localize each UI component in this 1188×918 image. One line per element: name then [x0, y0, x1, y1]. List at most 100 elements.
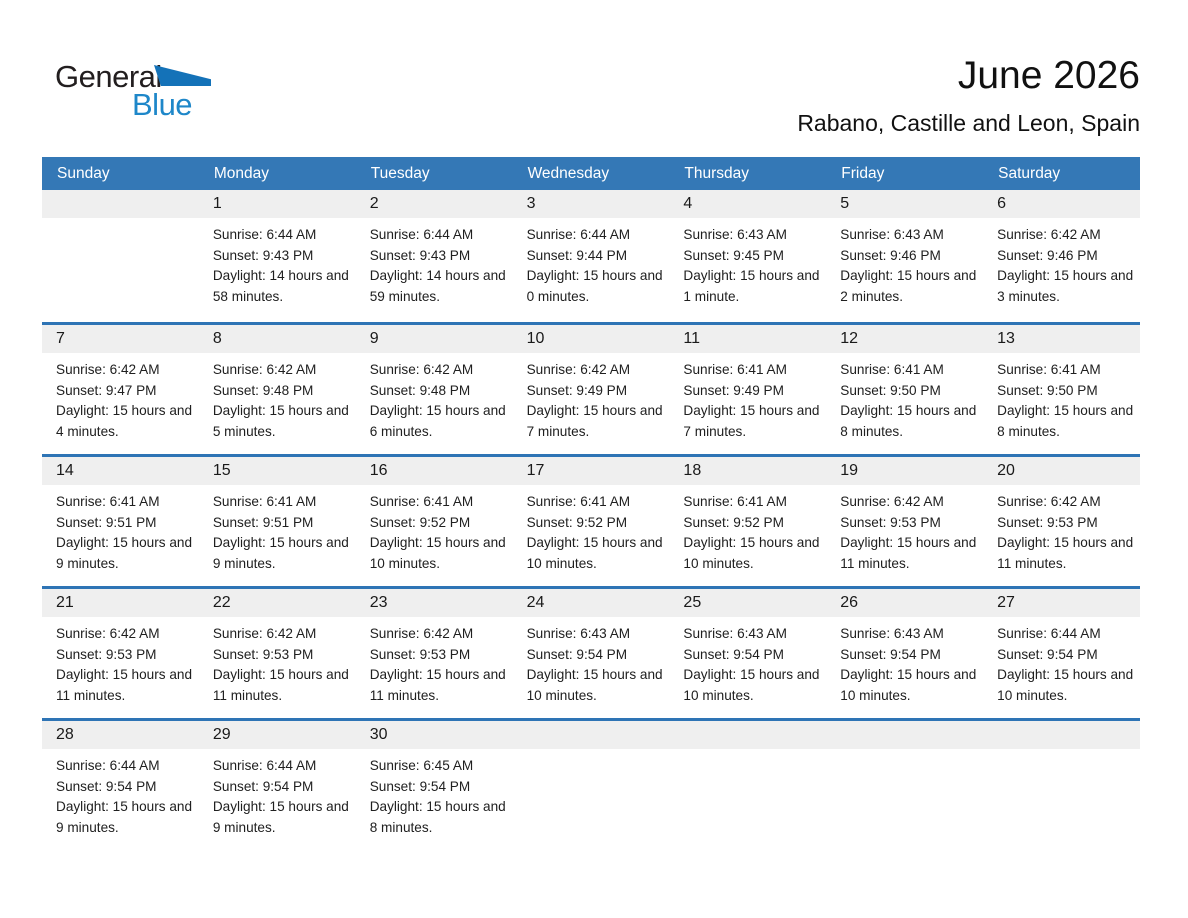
day-details: Sunrise: 6:41 AM Sunset: 9:51 PM Daylight:…: [42, 485, 199, 574]
sunrise-text: Sunrise: 6:43 AM: [683, 227, 787, 242]
day-number: 4: [669, 190, 827, 218]
daylight-text: Daylight: 15 hours and 8 minutes.: [369, 799, 506, 835]
week-row: 21 Sunrise: 6:42 AM Sunset: 9:53 PM Dayligh…: [42, 586, 1140, 718]
sunrise-text: Sunrise: 6:42 AM: [369, 362, 474, 377]
sunset-text: Sunset: 9:49 PM: [683, 382, 784, 398]
daylight-text: Daylight: 14 hours and 58 minutes.: [212, 268, 349, 304]
sunset-text: Sunset: 9:54 PM: [369, 778, 471, 794]
sunrise-text: Sunrise: 6:42 AM: [212, 362, 317, 377]
day-cell-23: 23 Sunrise: 6:42 AM Sunset: 9:53 PM Dayligh…: [355, 589, 513, 718]
sunset-text: Sunset: 9:43 PM: [369, 247, 471, 263]
sunset-text: Sunset: 9:54 PM: [997, 646, 1098, 662]
day-details: Sunrise: 6:42 AM Sunset: 9:48 PM Daylight:…: [356, 353, 513, 442]
daylight-text: Daylight: 15 hours and 8 minutes.: [840, 403, 977, 439]
sunset-text: Sunset: 9:48 PM: [369, 382, 471, 398]
sunset-text: Sunset: 9:53 PM: [840, 514, 941, 530]
day-cell-17: 17 Sunrise: 6:41 AM Sunset: 9:52 PM Dayligh…: [512, 457, 670, 586]
daylight-text: Daylight: 15 hours and 1 minute.: [683, 268, 820, 304]
day-number: 24: [512, 589, 670, 617]
day-number: 9: [355, 325, 513, 353]
sunset-text: Sunset: 9:53 PM: [212, 646, 314, 662]
day-details: Sunrise: 6:42 AM Sunset: 9:49 PM Daylight:…: [513, 353, 670, 442]
day-details: Sunrise: 6:44 AM Sunset: 9:54 PM Daylight:…: [199, 749, 356, 838]
sunset-text: Sunset: 9:45 PM: [683, 247, 784, 263]
daylight-text: Daylight: 15 hours and 11 minutes.: [369, 667, 506, 703]
day-cell-13: 13 Sunrise: 6:41 AM Sunset: 9:50 PM Dayligh…: [983, 325, 1140, 454]
day-cell-12: 12 Sunrise: 6:41 AM Sunset: 9:50 PM Dayligh…: [826, 325, 984, 454]
sunset-text: Sunset: 9:51 PM: [212, 514, 314, 530]
day-cell-19: 19 Sunrise: 6:42 AM Sunset: 9:53 PM Dayligh…: [826, 457, 984, 586]
sunset-text: Sunset: 9:51 PM: [56, 514, 157, 530]
day-details: Sunrise: 6:43 AM Sunset: 9:45 PM Daylight:…: [669, 218, 826, 307]
calendar-table: Sunday Monday Tuesday Wednesday Thursday Frid…: [42, 157, 1140, 850]
day-cell-16: 16 Sunrise: 6:41 AM Sunset: 9:52 PM Dayligh…: [355, 457, 513, 586]
day-cell-15: 15 Sunrise: 6:41 AM Sunset: 9:51 PM Dayligh…: [198, 457, 356, 586]
day-details: Sunrise: 6:42 AM Sunset: 9:53 PM Daylight:…: [983, 485, 1140, 574]
day-number: 13: [983, 325, 1140, 353]
sunset-text: Sunset: 9:52 PM: [526, 514, 628, 530]
day-cell-30: 30 Sunrise: 6:45 AM Sunset: 9:54 PM Dayligh…: [355, 721, 513, 850]
day-cell-26: 26 Sunrise: 6:43 AM Sunset: 9:54 PM Dayligh…: [826, 589, 984, 718]
sunrise-text: Sunrise: 6:42 AM: [526, 362, 631, 377]
day-details: Sunrise: 6:42 AM Sunset: 9:48 PM Daylight:…: [199, 353, 356, 442]
sunrise-text: Sunrise: 6:41 AM: [56, 494, 160, 509]
sunset-text: Sunset: 9:50 PM: [997, 382, 1098, 398]
empty-day-cell: [826, 721, 984, 850]
daylight-text: Daylight: 15 hours and 5 minutes.: [212, 403, 349, 439]
sunrise-text: Sunrise: 6:44 AM: [56, 758, 160, 773]
day-number: 15: [198, 457, 356, 485]
daylight-text: Daylight: 15 hours and 10 minutes.: [997, 667, 1134, 703]
daylight-text: Daylight: 15 hours and 9 minutes.: [56, 535, 193, 571]
day-details: Sunrise: 6:42 AM Sunset: 9:53 PM Daylight:…: [199, 617, 356, 706]
empty-day-cell: [512, 721, 670, 850]
sunrise-text: Sunrise: 6:42 AM: [840, 494, 944, 509]
day-details: Sunrise: 6:42 AM Sunset: 9:46 PM Daylight:…: [983, 218, 1140, 307]
daylight-text: Daylight: 15 hours and 4 minutes.: [56, 403, 193, 439]
day-number: 16: [355, 457, 513, 485]
daylight-text: Daylight: 14 hours and 59 minutes.: [369, 268, 506, 304]
daylight-text: Daylight: 15 hours and 10 minutes.: [840, 667, 977, 703]
weekday-header-wednesday: Wednesday: [527, 165, 610, 182]
daylight-text: Daylight: 15 hours and 10 minutes.: [369, 535, 506, 571]
week-row: 7 Sunrise: 6:42 AM Sunset: 9:47 PM Daylight…: [42, 322, 1140, 454]
day-cell-4: 4 Sunrise: 6:43 AM Sunset: 9:45 PM Daylight…: [669, 190, 827, 322]
daylight-text: Daylight: 15 hours and 3 minutes.: [997, 268, 1134, 304]
weekday-header-saturday: Saturday: [998, 165, 1061, 182]
day-cell-29: 29 Sunrise: 6:44 AM Sunset: 9:54 PM Dayligh…: [198, 721, 356, 850]
sunset-text: Sunset: 9:54 PM: [840, 646, 941, 662]
sunset-text: Sunset: 9:44 PM: [526, 247, 628, 263]
sunset-text: Sunset: 9:46 PM: [997, 247, 1098, 263]
sunrise-text: Sunrise: 6:42 AM: [56, 626, 160, 641]
empty-day-cell: [983, 721, 1140, 850]
sunrise-text: Sunrise: 6:42 AM: [212, 626, 317, 641]
daylight-text: Daylight: 15 hours and 10 minutes.: [526, 535, 663, 571]
title-block: June 2026 Rabano, Castille and Leon, Spa…: [797, 52, 1140, 140]
sunrise-text: Sunrise: 6:43 AM: [840, 227, 944, 242]
day-number: 11: [669, 325, 827, 353]
day-details: Sunrise: 6:44 AM Sunset: 9:54 PM Daylight:…: [42, 749, 199, 838]
weeks-container: 1 Sunrise: 6:44 AM Sunset: 9:43 PM Daylight…: [42, 190, 1140, 850]
sunset-text: Sunset: 9:43 PM: [212, 247, 314, 263]
day-number: 3: [512, 190, 670, 218]
day-number: 7: [42, 325, 199, 353]
daylight-text: Daylight: 15 hours and 10 minutes.: [526, 667, 663, 703]
day-number: [42, 190, 199, 218]
sunset-text: Sunset: 9:53 PM: [56, 646, 157, 662]
sunrise-text: Sunrise: 6:43 AM: [526, 626, 631, 641]
day-details: Sunrise: 6:44 AM Sunset: 9:43 PM Daylight:…: [356, 218, 513, 307]
logo-word-blue: Blue: [132, 87, 193, 122]
sunset-text: Sunset: 9:49 PM: [526, 382, 628, 398]
sunset-text: Sunset: 9:54 PM: [526, 646, 628, 662]
sunrise-text: Sunrise: 6:44 AM: [526, 227, 631, 242]
sunset-text: Sunset: 9:47 PM: [56, 382, 157, 398]
daylight-text: Daylight: 15 hours and 9 minutes.: [212, 799, 349, 835]
sunrise-text: Sunrise: 6:41 AM: [369, 494, 474, 509]
day-number: 26: [826, 589, 984, 617]
day-number: [826, 721, 984, 749]
sunset-text: Sunset: 9:52 PM: [369, 514, 471, 530]
day-details: Sunrise: 6:45 AM Sunset: 9:54 PM Daylight:…: [356, 749, 513, 838]
day-cell-18: 18 Sunrise: 6:41 AM Sunset: 9:52 PM Dayligh…: [669, 457, 827, 586]
daylight-text: Daylight: 15 hours and 2 minutes.: [840, 268, 977, 304]
day-details: Sunrise: 6:43 AM Sunset: 9:54 PM Daylight:…: [826, 617, 983, 706]
day-details: Sunrise: 6:42 AM Sunset: 9:53 PM Daylight:…: [42, 617, 199, 706]
